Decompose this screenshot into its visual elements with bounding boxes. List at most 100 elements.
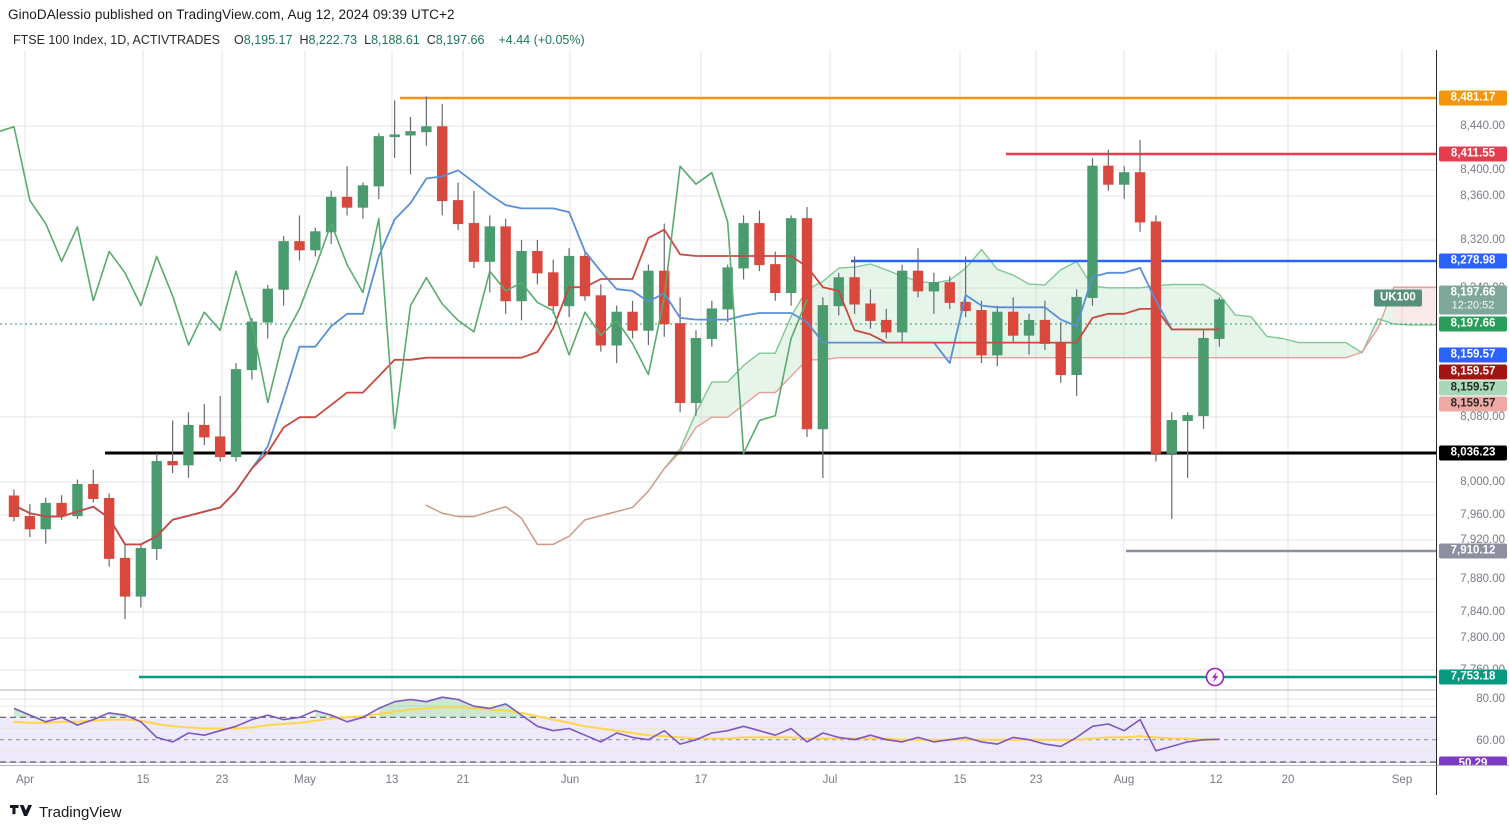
candle-body [357,185,369,208]
candle-body [627,311,638,331]
alert-lightning-icon [1205,667,1225,687]
candle-body [563,255,575,307]
legend-high-value: 8,222.73 [308,33,358,47]
time-axis-label: Jun [560,774,580,786]
candle-body [976,310,987,356]
brand-name: TradingView [39,804,122,821]
candle-body [1166,420,1177,454]
candle-body [912,270,924,292]
price-axis-label: 7,960.00 [1460,509,1505,521]
price-tag-countdown-value: 12:20:52 [1451,299,1495,312]
price-tag-value: 8,197.66 [1450,286,1496,299]
candle-body [72,484,83,517]
candle-body [199,424,210,438]
candle-body [690,337,702,403]
candle-body [865,303,876,321]
rsi-moving-average-line [13,706,1220,741]
candle-body [896,270,908,333]
ichimoku-cloud [425,248,1436,546]
price-tag-red[interactable]: 8,411.55 [1439,146,1507,162]
price-axis-label: 60.00 [1476,735,1505,747]
candle-body [881,319,892,333]
candle-body [1055,342,1066,376]
time-axis-label: Sep [1391,774,1413,786]
rsi-band-fill [0,717,1436,762]
candle-body [167,461,178,466]
tradingview-logo-icon [10,803,32,823]
chart-canvas [0,50,1436,765]
candle-body [801,218,813,430]
price-axis-label: 8,000.00 [1460,476,1505,488]
candle-body [405,131,416,136]
candle-body [1182,415,1193,422]
candle-body [214,436,226,458]
branding-bar: TradingView [0,795,1509,830]
chart-plot-area[interactable]: UK100 [0,50,1436,765]
price-tag-senkou-a[interactable]: 8,159.57 [1439,380,1507,396]
candle-body [341,196,353,208]
candle-body [183,424,194,466]
price-axis-label: 7,840.00 [1460,606,1505,618]
price-axis-label: 8,360.00 [1460,190,1505,202]
candle-body [1214,299,1225,339]
price-tag-gray[interactable]: 7,910.12 [1439,543,1507,559]
ichimoku-senkou-b [425,286,1436,546]
price-tag-teal[interactable]: 7,753.18 [1439,669,1507,685]
candle-body [294,241,305,251]
candle-body [103,497,115,559]
price-tag-senkou-b[interactable]: 8,159.57 [1439,396,1507,412]
candle-body [1039,319,1051,344]
legend-change: +4.44 (+0.05%) [498,33,585,47]
time-axis-label: Aug [1113,774,1135,786]
legend-high-key: H [299,33,309,47]
candle-body [1087,165,1098,298]
time-axis-label: 12 [1209,774,1223,786]
price-tag-blue[interactable]: 8,278.98 [1439,253,1507,269]
candle-body [1134,172,1146,223]
candle-body [674,323,686,403]
candle-body [1119,172,1130,185]
candle-body [230,369,242,458]
candle-body [611,311,622,346]
candle-body [706,308,718,339]
time-axis-label: Jul [822,774,838,786]
candle-body [1150,221,1162,454]
price-tag-last[interactable]: 8,197.66 [1439,316,1507,332]
price-tag-tenkan[interactable]: 8,159.57 [1439,347,1507,363]
price-axis-label: 8,080.00 [1460,411,1505,423]
price-axis-label: 7,880.00 [1460,573,1505,585]
time-axis-corner [1436,765,1509,795]
price-tag-orange[interactable]: 8,481.17 [1439,90,1507,106]
time-axis-label: 15 [953,774,967,786]
candle-body [262,288,273,323]
candle-body [817,305,829,430]
candle-body [468,223,480,262]
ichimoku-kijun-sen [13,228,1221,546]
legend-symbol-title[interactable]: FTSE 100 Index, 1D, ACTIVTRADES [13,33,221,47]
candle-body [421,126,432,133]
time-axis-label: 13 [385,774,399,786]
candle-body [1007,311,1019,336]
candle-body [960,301,971,312]
price-tag-black[interactable]: 8,036.23 [1439,445,1507,461]
price-axis[interactable]: 8,440.008,400.008,360.008,320.008,240.00… [1436,50,1509,765]
rsi-pane [0,696,1436,763]
price-axis-label: 8,440.00 [1460,120,1505,132]
ichimoku-chikou-span [0,126,808,455]
candle-body [516,250,527,302]
legend-low-value: 8,188.61 [371,33,420,47]
legend-low-key: L [364,33,372,47]
time-axis-label: 20 [1281,774,1295,786]
price-tag-rsi[interactable]: 50.29 [1439,756,1507,765]
time-axis-label: 23 [1029,774,1043,786]
candle-body [278,241,289,290]
candle-body [1103,165,1114,185]
price-tag-countdown[interactable]: 8,197.66 12:20:52 [1439,285,1507,315]
legend-close-value: 8,197.66 [435,33,485,47]
price-tag-kijun[interactable]: 8,159.57 [1439,364,1507,380]
candle-body [849,277,860,305]
rsi-line [13,696,1220,752]
candle-body [532,250,543,274]
time-axis[interactable]: Apr 15 23 May 13 21 Jun 17 Jul 15 23 Aug 12 20 Sep [0,765,1436,795]
candle-body [754,223,765,266]
